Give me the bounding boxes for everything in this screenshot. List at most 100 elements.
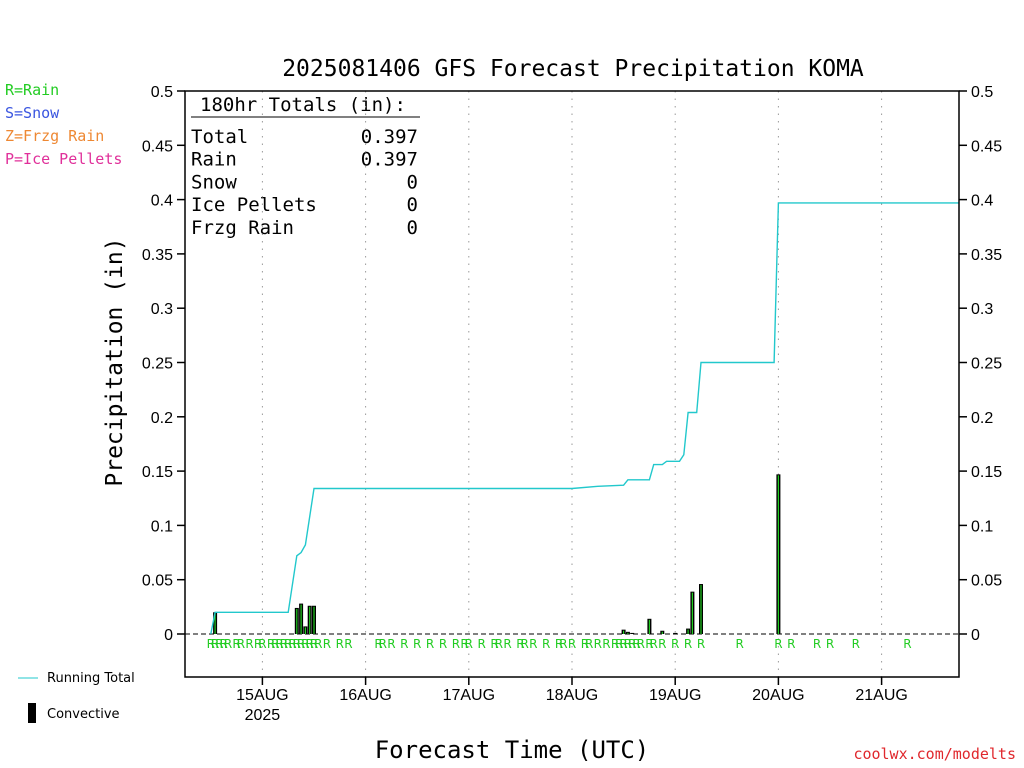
rain-marker: R	[542, 637, 550, 651]
y-axis-right: 0 0.05 0.1 0.15 0.2 0.25 0.3 0.35 0.4 0.45 0.5	[959, 84, 1002, 644]
rain-marker: R	[207, 637, 215, 651]
rain-marker: R	[615, 637, 623, 651]
rain-marker: R	[671, 637, 679, 651]
rain-marker: R	[271, 637, 279, 651]
running-total-series	[210, 202, 959, 635]
x-tick-label: 20AUG	[752, 687, 804, 704]
rain-marker: R	[323, 637, 331, 651]
rain-marker: R	[284, 637, 292, 651]
rain-bar	[687, 629, 689, 634]
rain-marker: R	[637, 637, 645, 651]
rain-marker: R	[632, 637, 640, 651]
rain-marker: R	[787, 637, 795, 651]
rain-marker: R	[288, 637, 296, 651]
rain-marker: R	[559, 637, 567, 651]
convective-bar	[673, 632, 678, 634]
rain-marker: R	[495, 637, 503, 651]
rain-marker: R	[237, 637, 245, 651]
x-tick-label: 16AUG	[339, 687, 391, 704]
rain-marker: R	[344, 637, 352, 651]
y-tick-label-right: 0.1	[971, 518, 993, 535]
rain-marker: R	[826, 637, 834, 651]
y-tick-label-right: 0.4	[971, 193, 993, 210]
rain-marker: R	[503, 637, 511, 651]
rain-marker: R	[439, 637, 447, 651]
y-tick-label-right: 0.2	[971, 410, 993, 427]
rain-marker: R	[280, 637, 288, 651]
rain-bar	[300, 604, 302, 634]
running-total-line	[210, 202, 959, 635]
rain-marker: R	[516, 637, 524, 651]
totals-value: 0.397	[361, 149, 418, 171]
x-tick-label: 17AUG	[443, 687, 495, 704]
x-tick-sublabel: 2025	[245, 707, 281, 724]
rain-bar	[296, 608, 298, 634]
rain-marker: R	[374, 637, 382, 651]
totals-label: Ice Pellets	[191, 194, 317, 216]
rain-marker: R	[585, 637, 593, 651]
rain-marker: R	[619, 637, 627, 651]
y-tick-label-right: 0.35	[971, 247, 1002, 264]
legend-frzg-rain: Z=Frzg Rain	[5, 127, 105, 145]
legend-snow: S=Snow	[5, 104, 60, 122]
rain-bar	[313, 606, 315, 634]
rain-marker: R	[460, 637, 468, 651]
rain-bar	[661, 631, 663, 634]
chart-title: 2025081406 GFS Forecast Precipitation KO…	[282, 56, 864, 82]
rain-marker: R	[903, 637, 911, 651]
rain-marker: R	[478, 637, 486, 651]
y-axis-left: 0 0.05 0.1 0.15 0.2 0.25 0.3 0.35 0.4 0.45 0.5	[142, 84, 185, 644]
y-tick-label-left: 0.35	[142, 247, 173, 264]
rain-bar	[304, 627, 306, 634]
rain-marker: R	[529, 637, 537, 651]
rain-bar	[309, 606, 311, 634]
rain-marker: R	[658, 637, 666, 651]
totals-label: Snow	[191, 171, 237, 193]
y-tick-label-right: 0.3	[971, 301, 993, 318]
x-axis: 15AUG 2025 16AUG 17AUG 18AUG 19AUG 20AUG 21AUG	[236, 677, 908, 724]
totals-box: 180hr Totals (in): Total 0.397 Rain 0.397 Sno…	[191, 94, 420, 239]
rain-marker: R	[555, 637, 563, 651]
rain-marker: R	[301, 637, 309, 651]
x-axis-label: Forecast Time (UTC)	[375, 736, 650, 764]
y-tick-label-right: 0.15	[971, 464, 1002, 481]
rain-bar	[691, 592, 693, 634]
rain-marker: R	[581, 637, 589, 651]
convective-bar	[630, 632, 635, 634]
y-tick-label-left: 0.45	[142, 138, 173, 155]
totals-value: 0.397	[361, 126, 418, 148]
rain-marker: R	[413, 637, 421, 651]
rain-marker: R	[852, 637, 860, 651]
rain-marker: R	[297, 637, 305, 651]
rain-marker: R	[275, 637, 283, 651]
rain-marker: R	[645, 637, 653, 651]
totals-label: Rain	[191, 149, 237, 171]
rain-marker: R	[387, 637, 395, 651]
rain-bar	[214, 613, 216, 634]
rain-marker: R	[611, 637, 619, 651]
rain-marker: R	[697, 637, 705, 651]
y-tick-label-right: 0.25	[971, 356, 1002, 373]
rain-marker: R	[568, 637, 576, 651]
rain-bar	[623, 630, 625, 634]
y-tick-label-left: 0	[164, 627, 173, 644]
legend-rain: R=Rain	[5, 81, 60, 99]
rain-marker: R	[594, 637, 602, 651]
x-tick-label: 21AUG	[855, 687, 907, 704]
totals-label: Total	[191, 126, 248, 148]
y-axis-label: Precipitation (in)	[102, 237, 128, 486]
x-tick-label: 15AUG	[236, 687, 288, 704]
y-tick-label-right: 0	[971, 627, 980, 644]
running-total-legend-label: Running Total	[47, 671, 135, 686]
rain-marker: R	[379, 637, 387, 651]
rain-marker: R	[224, 637, 232, 651]
rain-marker: R	[314, 637, 322, 651]
rain-marker: R	[254, 637, 262, 651]
y-tick-label-left: 0.5	[151, 84, 173, 101]
rain-marker: R	[215, 637, 223, 651]
rain-marker: R	[650, 637, 658, 651]
rain-marker: R	[426, 637, 434, 651]
rain-bar	[700, 585, 702, 634]
